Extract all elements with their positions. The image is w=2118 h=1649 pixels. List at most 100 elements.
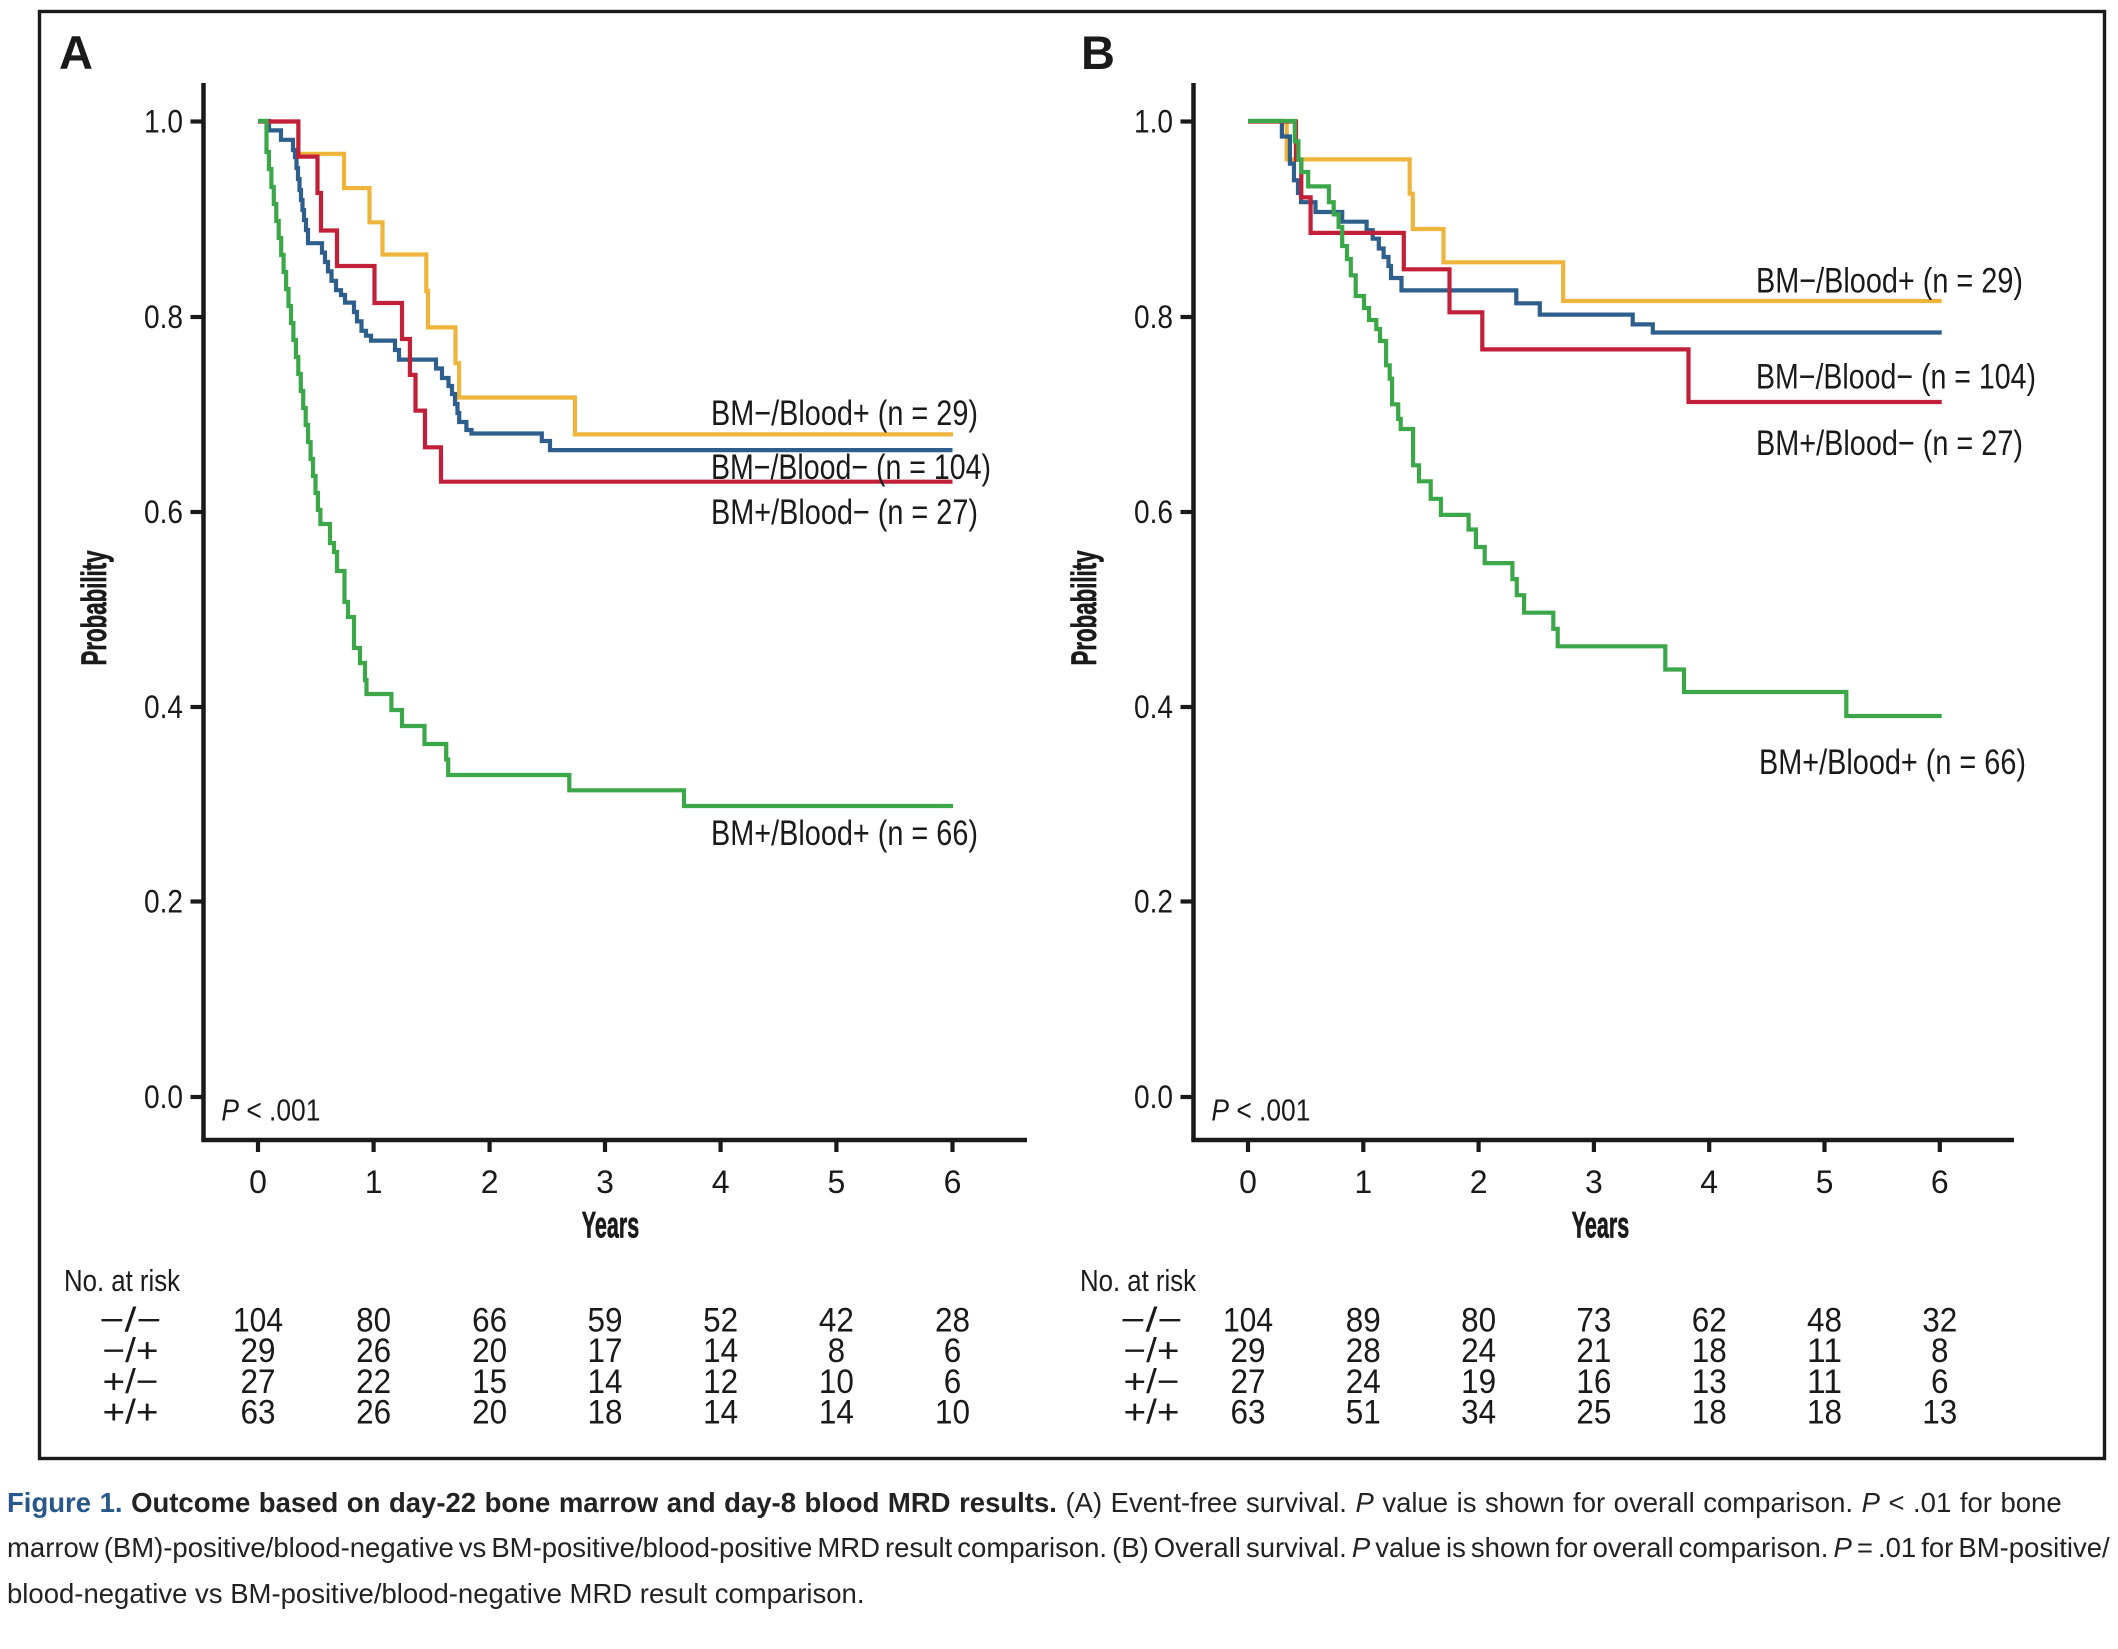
- svg-text:11: 11: [1807, 1332, 1842, 1370]
- svg-text:73: 73: [1576, 1302, 1611, 1340]
- svg-text:18: 18: [1692, 1332, 1727, 1370]
- svg-text:+/−: +/−: [1124, 1363, 1180, 1401]
- svg-text:18: 18: [588, 1394, 623, 1432]
- svg-text:BM−/Blood− (n = 104): BM−/Blood− (n = 104): [711, 447, 991, 487]
- svg-text:80: 80: [1461, 1302, 1496, 1340]
- svg-text:66: 66: [472, 1302, 507, 1340]
- svg-text:27: 27: [1231, 1363, 1266, 1401]
- svg-text:13: 13: [1692, 1363, 1727, 1401]
- svg-text:0.8: 0.8: [1134, 299, 1173, 335]
- svg-text:59: 59: [588, 1302, 623, 1340]
- svg-text:0.6: 0.6: [1134, 494, 1173, 530]
- svg-text:Probability: Probability: [75, 550, 114, 665]
- svg-text:0.4: 0.4: [144, 689, 183, 725]
- svg-text:18: 18: [1692, 1394, 1727, 1432]
- svg-text:32: 32: [1922, 1302, 1957, 1340]
- svg-text:6: 6: [944, 1363, 962, 1401]
- svg-text:19: 19: [1461, 1363, 1496, 1401]
- svg-text:17: 17: [588, 1332, 623, 1370]
- svg-text:14: 14: [588, 1363, 623, 1401]
- svg-text:0.0: 0.0: [144, 1079, 183, 1115]
- svg-text:0.2: 0.2: [144, 884, 183, 920]
- svg-text:26: 26: [356, 1332, 391, 1370]
- svg-text:24: 24: [1346, 1363, 1381, 1401]
- svg-text:1: 1: [365, 1164, 383, 1200]
- svg-text:Years: Years: [1572, 1205, 1630, 1246]
- svg-text:0.0: 0.0: [1134, 1079, 1173, 1115]
- svg-text:6: 6: [944, 1332, 962, 1370]
- svg-text:6: 6: [944, 1164, 962, 1200]
- svg-text:25: 25: [1576, 1394, 1611, 1432]
- svg-text:14: 14: [703, 1332, 738, 1370]
- svg-text:2: 2: [481, 1164, 499, 1200]
- svg-text:62: 62: [1692, 1302, 1727, 1340]
- svg-text:104: 104: [1223, 1302, 1273, 1340]
- svg-text:−/−: −/−: [100, 1302, 162, 1340]
- svg-text:BM+/Blood− (n = 27): BM+/Blood− (n = 27): [711, 492, 978, 532]
- svg-text:BM+/Blood+ (n = 66): BM+/Blood+ (n = 66): [1759, 742, 2026, 782]
- svg-text:BM+/Blood− (n = 27): BM+/Blood− (n = 27): [1756, 423, 2023, 463]
- svg-text:Probability: Probability: [1065, 550, 1104, 665]
- svg-text:No. at risk: No. at risk: [1080, 1264, 1197, 1298]
- svg-text:29: 29: [241, 1332, 276, 1370]
- svg-text:BM−/Blood+ (n = 29): BM−/Blood+ (n = 29): [711, 393, 978, 433]
- svg-text:63: 63: [1231, 1394, 1266, 1432]
- svg-text:4: 4: [712, 1164, 730, 1200]
- svg-text:2: 2: [1470, 1164, 1488, 1200]
- svg-text:63: 63: [241, 1394, 276, 1432]
- svg-text:29: 29: [1231, 1332, 1266, 1370]
- svg-text:BM−/Blood− (n = 104): BM−/Blood− (n = 104): [1756, 357, 2036, 397]
- svg-text:10: 10: [819, 1363, 854, 1401]
- svg-text:−/+: −/+: [103, 1332, 159, 1370]
- svg-text:42: 42: [819, 1302, 854, 1340]
- svg-text:16: 16: [1576, 1363, 1611, 1401]
- svg-text:BM−/Blood+ (n = 29): BM−/Blood+ (n = 29): [1756, 261, 2023, 301]
- svg-text:1: 1: [1354, 1164, 1372, 1200]
- svg-text:52: 52: [703, 1302, 738, 1340]
- svg-text:0.4: 0.4: [1134, 689, 1173, 725]
- svg-text:0.8: 0.8: [144, 299, 183, 335]
- svg-text:34: 34: [1461, 1394, 1496, 1432]
- svg-text:6: 6: [1931, 1363, 1949, 1401]
- svg-text:No. at risk: No. at risk: [64, 1264, 181, 1298]
- svg-text:10: 10: [935, 1394, 970, 1432]
- svg-text:26: 26: [356, 1394, 391, 1432]
- svg-text:51: 51: [1346, 1394, 1381, 1432]
- svg-text:Years: Years: [582, 1205, 640, 1246]
- svg-text:3: 3: [596, 1164, 614, 1200]
- svg-text:P < .001: P < .001: [221, 1093, 320, 1128]
- svg-text:0.6: 0.6: [144, 494, 183, 530]
- svg-text:0: 0: [249, 1164, 267, 1200]
- svg-text:22: 22: [356, 1363, 391, 1401]
- svg-text:A: A: [59, 26, 93, 79]
- svg-text:104: 104: [233, 1302, 283, 1340]
- svg-text:24: 24: [1461, 1332, 1496, 1370]
- svg-text:27: 27: [241, 1363, 276, 1401]
- svg-text:11: 11: [1807, 1363, 1842, 1401]
- svg-text:0.2: 0.2: [1134, 884, 1173, 920]
- svg-text:20: 20: [472, 1332, 507, 1370]
- svg-text:0: 0: [1239, 1164, 1257, 1200]
- svg-text:80: 80: [356, 1302, 391, 1340]
- svg-text:89: 89: [1346, 1302, 1381, 1340]
- svg-text:13: 13: [1922, 1394, 1957, 1432]
- svg-text:20: 20: [472, 1394, 507, 1432]
- svg-text:5: 5: [828, 1164, 846, 1200]
- svg-text:P < .001: P < .001: [1211, 1093, 1310, 1128]
- svg-text:1.0: 1.0: [144, 104, 183, 140]
- svg-text:3: 3: [1585, 1164, 1603, 1200]
- svg-text:14: 14: [819, 1394, 854, 1432]
- svg-text:−/−: −/−: [1121, 1302, 1183, 1340]
- svg-text:15: 15: [472, 1363, 507, 1401]
- svg-text:8: 8: [828, 1332, 846, 1370]
- svg-text:4: 4: [1700, 1164, 1718, 1200]
- svg-text:+/+: +/+: [103, 1394, 159, 1432]
- svg-text:+/−: +/−: [103, 1363, 159, 1401]
- svg-text:BM+/Blood+ (n = 66): BM+/Blood+ (n = 66): [711, 813, 978, 853]
- svg-text:B: B: [1081, 26, 1115, 79]
- svg-text:14: 14: [703, 1394, 738, 1432]
- svg-text:5: 5: [1816, 1164, 1834, 1200]
- svg-text:21: 21: [1576, 1332, 1611, 1370]
- svg-text:28: 28: [935, 1302, 970, 1340]
- svg-text:8: 8: [1931, 1332, 1949, 1370]
